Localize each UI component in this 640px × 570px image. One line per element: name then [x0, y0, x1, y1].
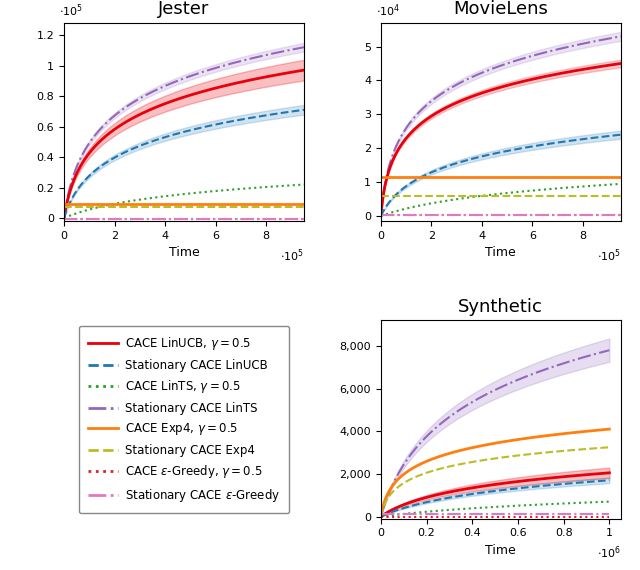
- Text: $\cdot10^5$: $\cdot10^5$: [280, 247, 304, 263]
- Text: $\cdot10^5$: $\cdot10^5$: [60, 2, 83, 19]
- Title: Jester: Jester: [158, 1, 210, 18]
- X-axis label: Time: Time: [168, 246, 200, 259]
- Title: MovieLens: MovieLens: [453, 1, 548, 18]
- Text: $\cdot10^6$: $\cdot10^6$: [596, 544, 621, 561]
- Title: Synthetic: Synthetic: [458, 298, 543, 316]
- Legend: CACE LinUCB, $\gamma = 0.5$, Stationary CACE LinUCB, CACE LinTS, $\gamma = 0.5$,: CACE LinUCB, $\gamma = 0.5$, Stationary …: [79, 326, 289, 513]
- Text: $\cdot10^5$: $\cdot10^5$: [596, 247, 621, 263]
- X-axis label: Time: Time: [485, 246, 516, 259]
- Text: $\cdot10^4$: $\cdot10^4$: [376, 2, 401, 19]
- X-axis label: Time: Time: [485, 544, 516, 557]
